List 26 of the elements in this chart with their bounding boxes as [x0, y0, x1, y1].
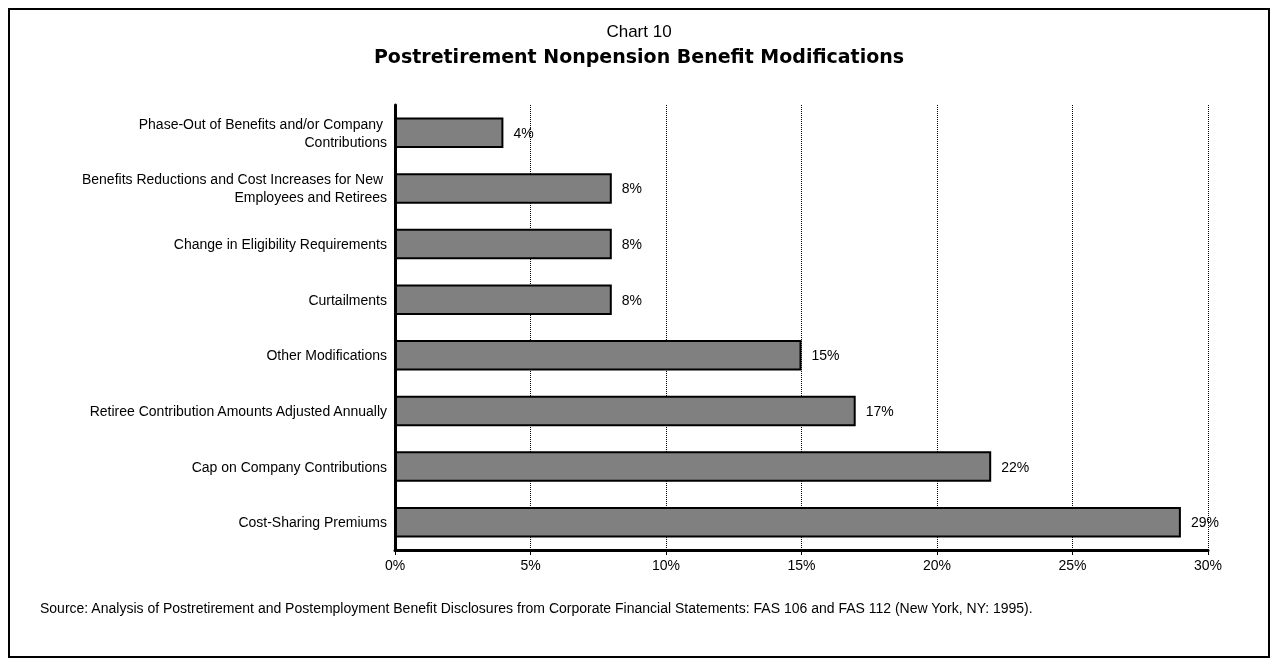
- y-tick-label: Benefits Reductions and Cost Increases for New Employees and Retirees: [81, 171, 387, 206]
- data-label: 22%: [1001, 458, 1030, 475]
- x-tick-label: 25%: [1058, 557, 1087, 573]
- chart-title: Chart 10: [606, 22, 672, 41]
- x-tick-label: 20%: [922, 557, 952, 573]
- y-tick-label: Phase-Out of Benefits and/or Company Contributions: [138, 115, 387, 150]
- x-tick-label: 15%: [787, 557, 816, 573]
- source-note: Source: Analysis of Postretirement and Postemployment Benefit Disclosures from Corporate Financial Statements: FAS 106 and FAS 112 (New York, NY: 1995).: [40, 599, 1034, 618]
- data-label: 4%: [513, 124, 534, 141]
- y-tick-label: Other Modifications: [266, 347, 387, 364]
- y-tick-label: Curtailments: [308, 291, 387, 308]
- data-label: 17%: [865, 402, 894, 419]
- data-label: 15%: [811, 347, 840, 364]
- x-tick-label: 10%: [651, 557, 681, 573]
- x-tick-label: 0%: [384, 557, 406, 573]
- data-label: 8%: [621, 291, 643, 308]
- x-tick-label: 30%: [1193, 557, 1223, 573]
- data-label: 29%: [1190, 514, 1219, 531]
- chart-subtitle: Postretirement Nonpension Benefit Modifications: [373, 44, 905, 67]
- y-tick-label: Cap on Company Contributions: [191, 458, 387, 475]
- y-tick-label: Change in Eligibility Requirements: [173, 236, 387, 253]
- data-label: 8%: [621, 180, 643, 197]
- y-tick-label: Retiree Contribution Amounts Adjusted Annually: [89, 402, 387, 419]
- data-label: 8%: [621, 236, 643, 253]
- y-tick-label: Cost-Sharing Premiums: [238, 514, 387, 531]
- x-tick-label: 5%: [520, 557, 541, 573]
